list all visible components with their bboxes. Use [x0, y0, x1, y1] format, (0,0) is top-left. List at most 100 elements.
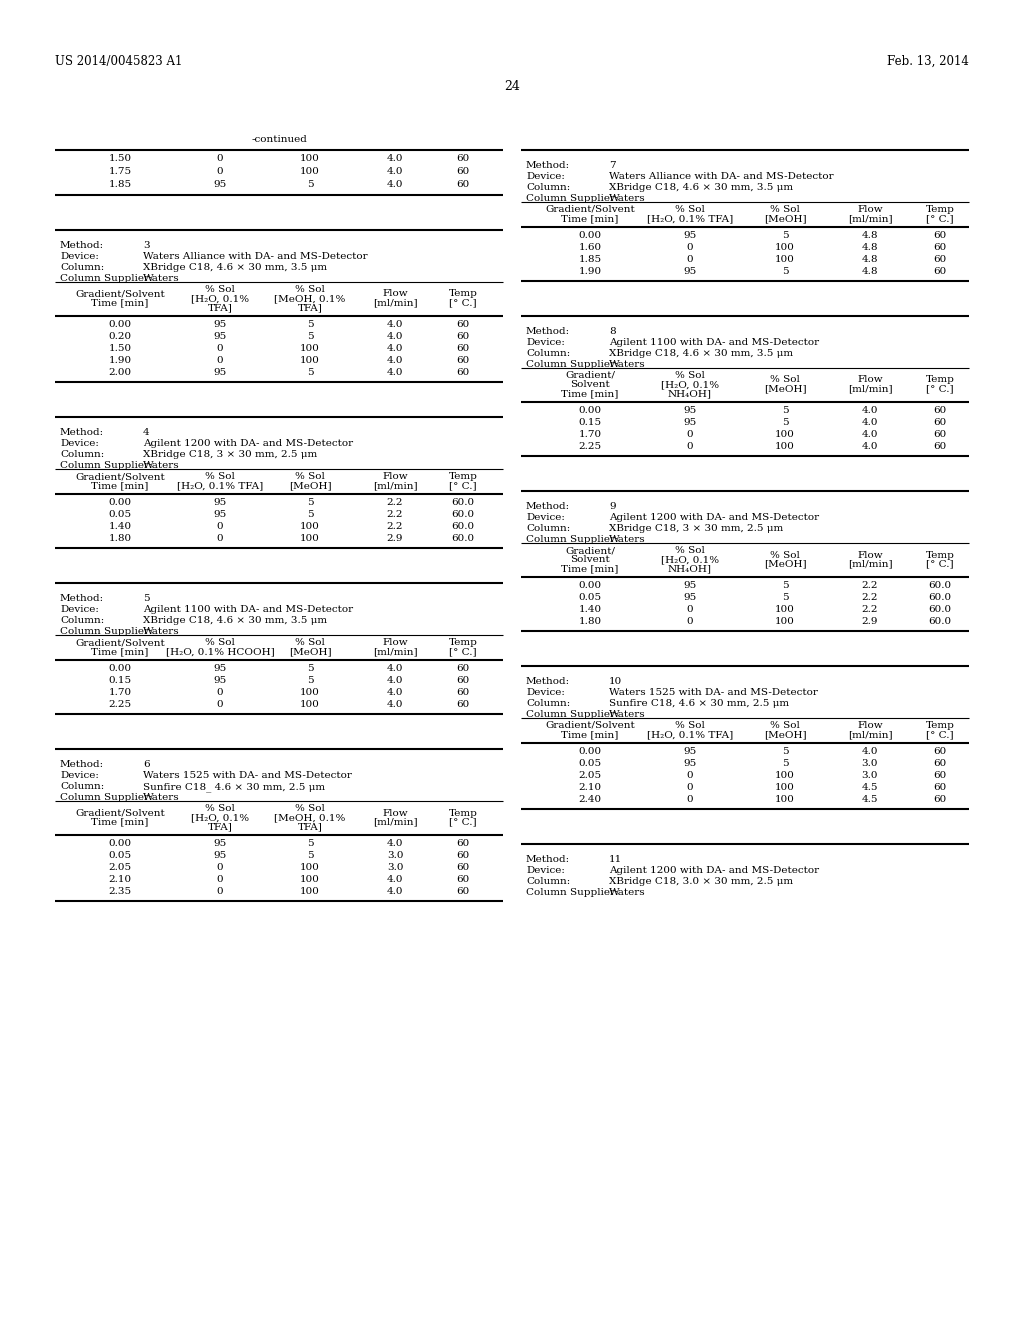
Text: 2.25: 2.25	[109, 700, 131, 709]
Text: 5: 5	[306, 664, 313, 673]
Text: 100: 100	[775, 442, 795, 451]
Text: 0: 0	[217, 356, 223, 366]
Text: 95: 95	[213, 851, 226, 861]
Text: Feb. 13, 2014: Feb. 13, 2014	[887, 55, 969, 69]
Text: Device:: Device:	[60, 252, 99, 261]
Text: Agilent 1200 with DA- and MS-Detector: Agilent 1200 with DA- and MS-Detector	[143, 440, 353, 447]
Text: 95: 95	[213, 368, 226, 378]
Text: 5: 5	[306, 851, 313, 861]
Text: 4.0: 4.0	[387, 368, 403, 378]
Text: 3.0: 3.0	[862, 759, 879, 768]
Text: Temp: Temp	[926, 205, 954, 214]
Text: Time [min]: Time [min]	[561, 564, 618, 573]
Text: Temp: Temp	[926, 375, 954, 384]
Text: 95: 95	[683, 593, 696, 602]
Text: 9: 9	[609, 502, 615, 511]
Text: 4.0: 4.0	[387, 688, 403, 697]
Text: 2.05: 2.05	[109, 863, 131, 873]
Text: 3.0: 3.0	[862, 771, 879, 780]
Text: Gradient/Solvent: Gradient/Solvent	[75, 289, 165, 298]
Text: Agilent 1100 with DA- and MS-Detector: Agilent 1100 with DA- and MS-Detector	[609, 338, 819, 347]
Text: 1.70: 1.70	[579, 430, 601, 440]
Text: [H₂O, 0.1%: [H₂O, 0.1%	[660, 554, 719, 564]
Text: 0.05: 0.05	[109, 851, 131, 861]
Text: 0.05: 0.05	[109, 510, 131, 519]
Text: Column Supplier:: Column Supplier:	[60, 627, 153, 636]
Text: [ml/min]: [ml/min]	[848, 560, 892, 569]
Text: Gradient/Solvent: Gradient/Solvent	[75, 473, 165, 480]
Text: [MeOH]: [MeOH]	[289, 480, 332, 490]
Text: Device:: Device:	[526, 338, 565, 347]
Text: 4.0: 4.0	[862, 430, 879, 440]
Text: 0: 0	[217, 887, 223, 896]
Text: 95: 95	[683, 581, 696, 590]
Text: 0.20: 0.20	[109, 333, 131, 341]
Text: 0: 0	[687, 430, 693, 440]
Text: 2.2: 2.2	[862, 593, 879, 602]
Text: [H₂O, 0.1%: [H₂O, 0.1%	[660, 380, 719, 389]
Text: 2.2: 2.2	[387, 521, 403, 531]
Text: 2.2: 2.2	[862, 581, 879, 590]
Text: Temp: Temp	[449, 289, 477, 298]
Text: 0: 0	[687, 605, 693, 614]
Text: 100: 100	[775, 255, 795, 264]
Text: Column:: Column:	[60, 450, 104, 459]
Text: Temp: Temp	[926, 721, 954, 730]
Text: 60.0: 60.0	[929, 616, 951, 626]
Text: Waters: Waters	[143, 275, 179, 282]
Text: 0.15: 0.15	[579, 418, 601, 426]
Text: Waters Alliance with DA- and MS-Detector: Waters Alliance with DA- and MS-Detector	[609, 172, 834, 181]
Text: 4.0: 4.0	[387, 887, 403, 896]
Text: Gradient/Solvent: Gradient/Solvent	[75, 638, 165, 647]
Text: 2.40: 2.40	[579, 795, 601, 804]
Text: 5: 5	[781, 231, 788, 240]
Text: 0: 0	[217, 535, 223, 543]
Text: 100: 100	[300, 863, 319, 873]
Text: 24: 24	[504, 81, 520, 92]
Text: 100: 100	[775, 243, 795, 252]
Text: Flow: Flow	[857, 205, 883, 214]
Text: Time [min]: Time [min]	[561, 389, 618, 399]
Text: Column:: Column:	[526, 876, 570, 886]
Text: % Sol: % Sol	[770, 205, 800, 214]
Text: 100: 100	[300, 168, 319, 176]
Text: [° C.]: [° C.]	[926, 214, 953, 223]
Text: 0: 0	[687, 243, 693, 252]
Text: % Sol: % Sol	[205, 285, 234, 294]
Text: Method:: Method:	[526, 677, 570, 686]
Text: 100: 100	[300, 535, 319, 543]
Text: XBridge C18, 4.6 × 30 mm, 3.5 μm: XBridge C18, 4.6 × 30 mm, 3.5 μm	[143, 616, 327, 624]
Text: 4.5: 4.5	[862, 783, 879, 792]
Text: 0: 0	[217, 345, 223, 352]
Text: 0: 0	[687, 255, 693, 264]
Text: 100: 100	[775, 771, 795, 780]
Text: 2.00: 2.00	[109, 368, 131, 378]
Text: [MeOH]: [MeOH]	[764, 384, 806, 393]
Text: TFA]: TFA]	[208, 822, 232, 832]
Text: [° C.]: [° C.]	[926, 730, 953, 739]
Text: Column:: Column:	[526, 183, 570, 191]
Text: 0.05: 0.05	[579, 759, 601, 768]
Text: 5: 5	[306, 840, 313, 847]
Text: 2.9: 2.9	[387, 535, 403, 543]
Text: TFA]: TFA]	[208, 304, 232, 312]
Text: [H₂O, 0.1% TFA]: [H₂O, 0.1% TFA]	[647, 214, 733, 223]
Text: 95: 95	[683, 759, 696, 768]
Text: 60: 60	[933, 783, 946, 792]
Text: 5: 5	[306, 368, 313, 378]
Text: 4.8: 4.8	[862, 243, 879, 252]
Text: 5: 5	[306, 319, 313, 329]
Text: [ml/min]: [ml/min]	[848, 730, 892, 739]
Text: 0.15: 0.15	[109, 676, 131, 685]
Text: 60.0: 60.0	[929, 593, 951, 602]
Text: 0.05: 0.05	[579, 593, 601, 602]
Text: 5: 5	[781, 267, 788, 276]
Text: Device:: Device:	[526, 172, 565, 181]
Text: Device:: Device:	[60, 440, 99, 447]
Text: 60: 60	[457, 154, 470, 162]
Text: 5: 5	[306, 180, 313, 189]
Text: 100: 100	[775, 795, 795, 804]
Text: Column:: Column:	[526, 524, 570, 533]
Text: 0: 0	[217, 154, 223, 162]
Text: 2.9: 2.9	[862, 616, 879, 626]
